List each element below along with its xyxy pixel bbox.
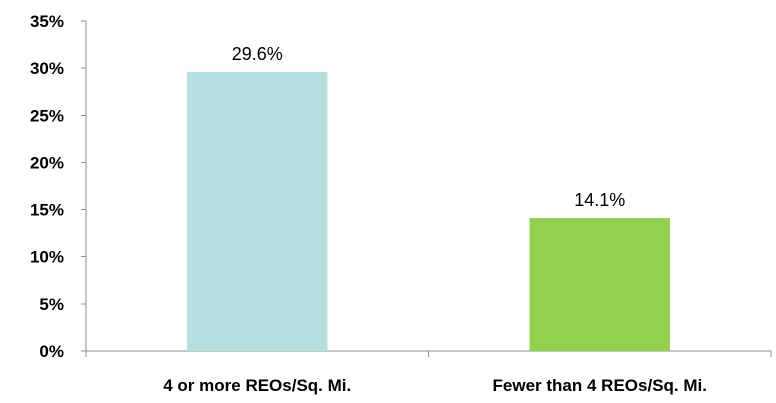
x-category-label: 4 or more REOs/Sq. Mi. (163, 376, 351, 395)
y-tick-label: 20% (30, 153, 64, 172)
data-label: 14.1% (574, 190, 625, 210)
x-axis: 4 or more REOs/Sq. Mi. Fewer than 4 REOs/… (85, 350, 772, 395)
bar (187, 71, 328, 352)
y-tick-label: 30% (30, 59, 64, 78)
data-label: 29.6% (232, 44, 283, 64)
data-labels: 29.6% 14.1% (232, 44, 626, 210)
bars (187, 71, 670, 352)
y-axis: 0% 5% 10% 15% 20% 25% 30% 35% (30, 12, 87, 361)
y-tick-label: 25% (30, 106, 64, 125)
y-tick-label: 10% (30, 248, 64, 267)
y-tick-label: 5% (39, 295, 64, 314)
bar (529, 218, 670, 351)
y-tick-label: 35% (30, 12, 64, 31)
y-tick-label: 15% (30, 201, 64, 220)
y-tick-label: 0% (39, 342, 64, 361)
x-category-label: Fewer than 4 REOs/Sq. Mi. (493, 376, 707, 395)
